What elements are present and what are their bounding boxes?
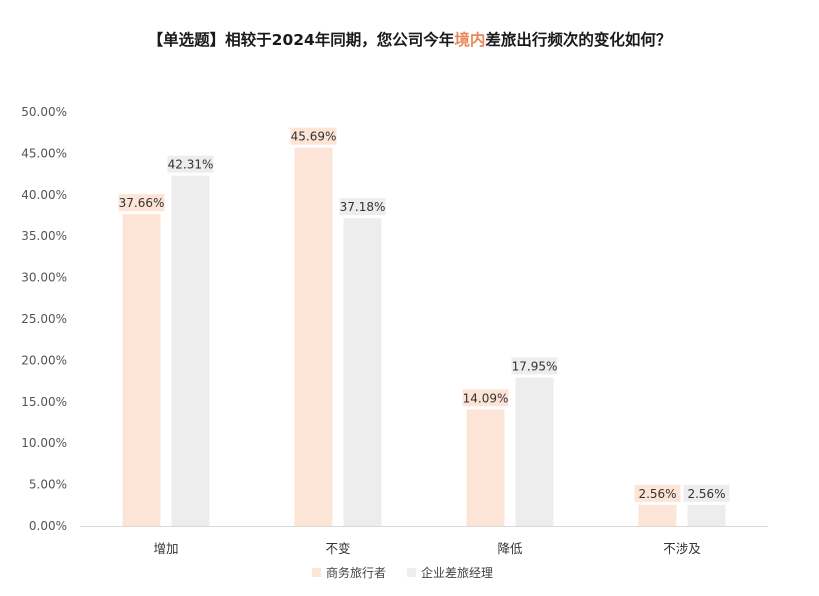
- data-label-bg: [167, 155, 214, 173]
- legend-label: 商务旅行者: [326, 565, 386, 580]
- data-label: 37.66%: [119, 196, 165, 210]
- chart-title: 【单选题】相较于2024年同期，您公司今年境内差旅出行频次的变化如何？: [148, 30, 672, 49]
- y-tick-label: 30.00%: [21, 271, 67, 285]
- data-label-bg: [634, 484, 681, 502]
- legend-swatch: [407, 568, 416, 577]
- bar: [638, 504, 677, 526]
- chart-title-highlight: 境内: [454, 30, 485, 49]
- data-label-bg: [511, 357, 558, 375]
- y-tick-label: 10.00%: [21, 436, 67, 450]
- bar: [343, 218, 382, 526]
- y-tick-label: 45.00%: [21, 146, 67, 160]
- legend-label: 企业差旅经理: [421, 565, 493, 580]
- data-label: 2.56%: [638, 487, 676, 501]
- y-tick-label: 50.00%: [21, 105, 67, 119]
- data-label: 2.56%: [687, 487, 725, 501]
- data-label-bg: [462, 389, 509, 407]
- data-label: 14.09%: [463, 391, 509, 405]
- bar: [122, 214, 161, 526]
- legend: 商务旅行者 企业差旅经理: [312, 565, 493, 580]
- bar: [515, 377, 554, 526]
- y-tick-label: 15.00%: [21, 395, 67, 409]
- x-axis: 增加 不变 降低 不涉及: [80, 526, 768, 556]
- y-tick-label: 20.00%: [21, 353, 67, 367]
- bar: [294, 147, 333, 526]
- bars-group: 37.66% 42.31% 45.69% 37.18% 14.09% 17.95% 2.56…: [118, 127, 730, 526]
- data-label-bg: [339, 198, 386, 216]
- bar: [466, 409, 505, 526]
- data-label: 42.31%: [168, 158, 214, 172]
- data-label-bg: [290, 127, 337, 145]
- y-axis: 0.00% 5.00% 10.00% 15.00% 20.00% 25.00% 30.00%…: [21, 105, 67, 533]
- data-label: 17.95%: [512, 359, 558, 373]
- bar: [687, 504, 726, 526]
- x-tick-label: 降低: [497, 541, 523, 556]
- legend-swatch: [312, 568, 321, 577]
- y-tick-label: 35.00%: [21, 229, 67, 243]
- y-tick-label: 25.00%: [21, 312, 67, 326]
- data-label-bg: [118, 194, 165, 212]
- chart-title-suffix: 差旅出行频次的变化如何？: [485, 30, 671, 49]
- y-tick-label: 40.00%: [21, 188, 67, 202]
- y-tick-label: 0.00%: [29, 519, 67, 533]
- y-tick-label: 5.00%: [29, 478, 67, 492]
- x-tick-label: 不涉及: [663, 541, 701, 556]
- bar: [171, 175, 210, 526]
- data-label: 37.18%: [340, 200, 386, 214]
- x-tick-label: 增加: [153, 541, 178, 556]
- data-label: 45.69%: [291, 130, 337, 144]
- chart-title-prefix: 【单选题】相较于2024年同期，您公司今年: [148, 30, 455, 49]
- data-label-bg: [683, 484, 730, 502]
- x-tick-label: 不变: [325, 541, 350, 556]
